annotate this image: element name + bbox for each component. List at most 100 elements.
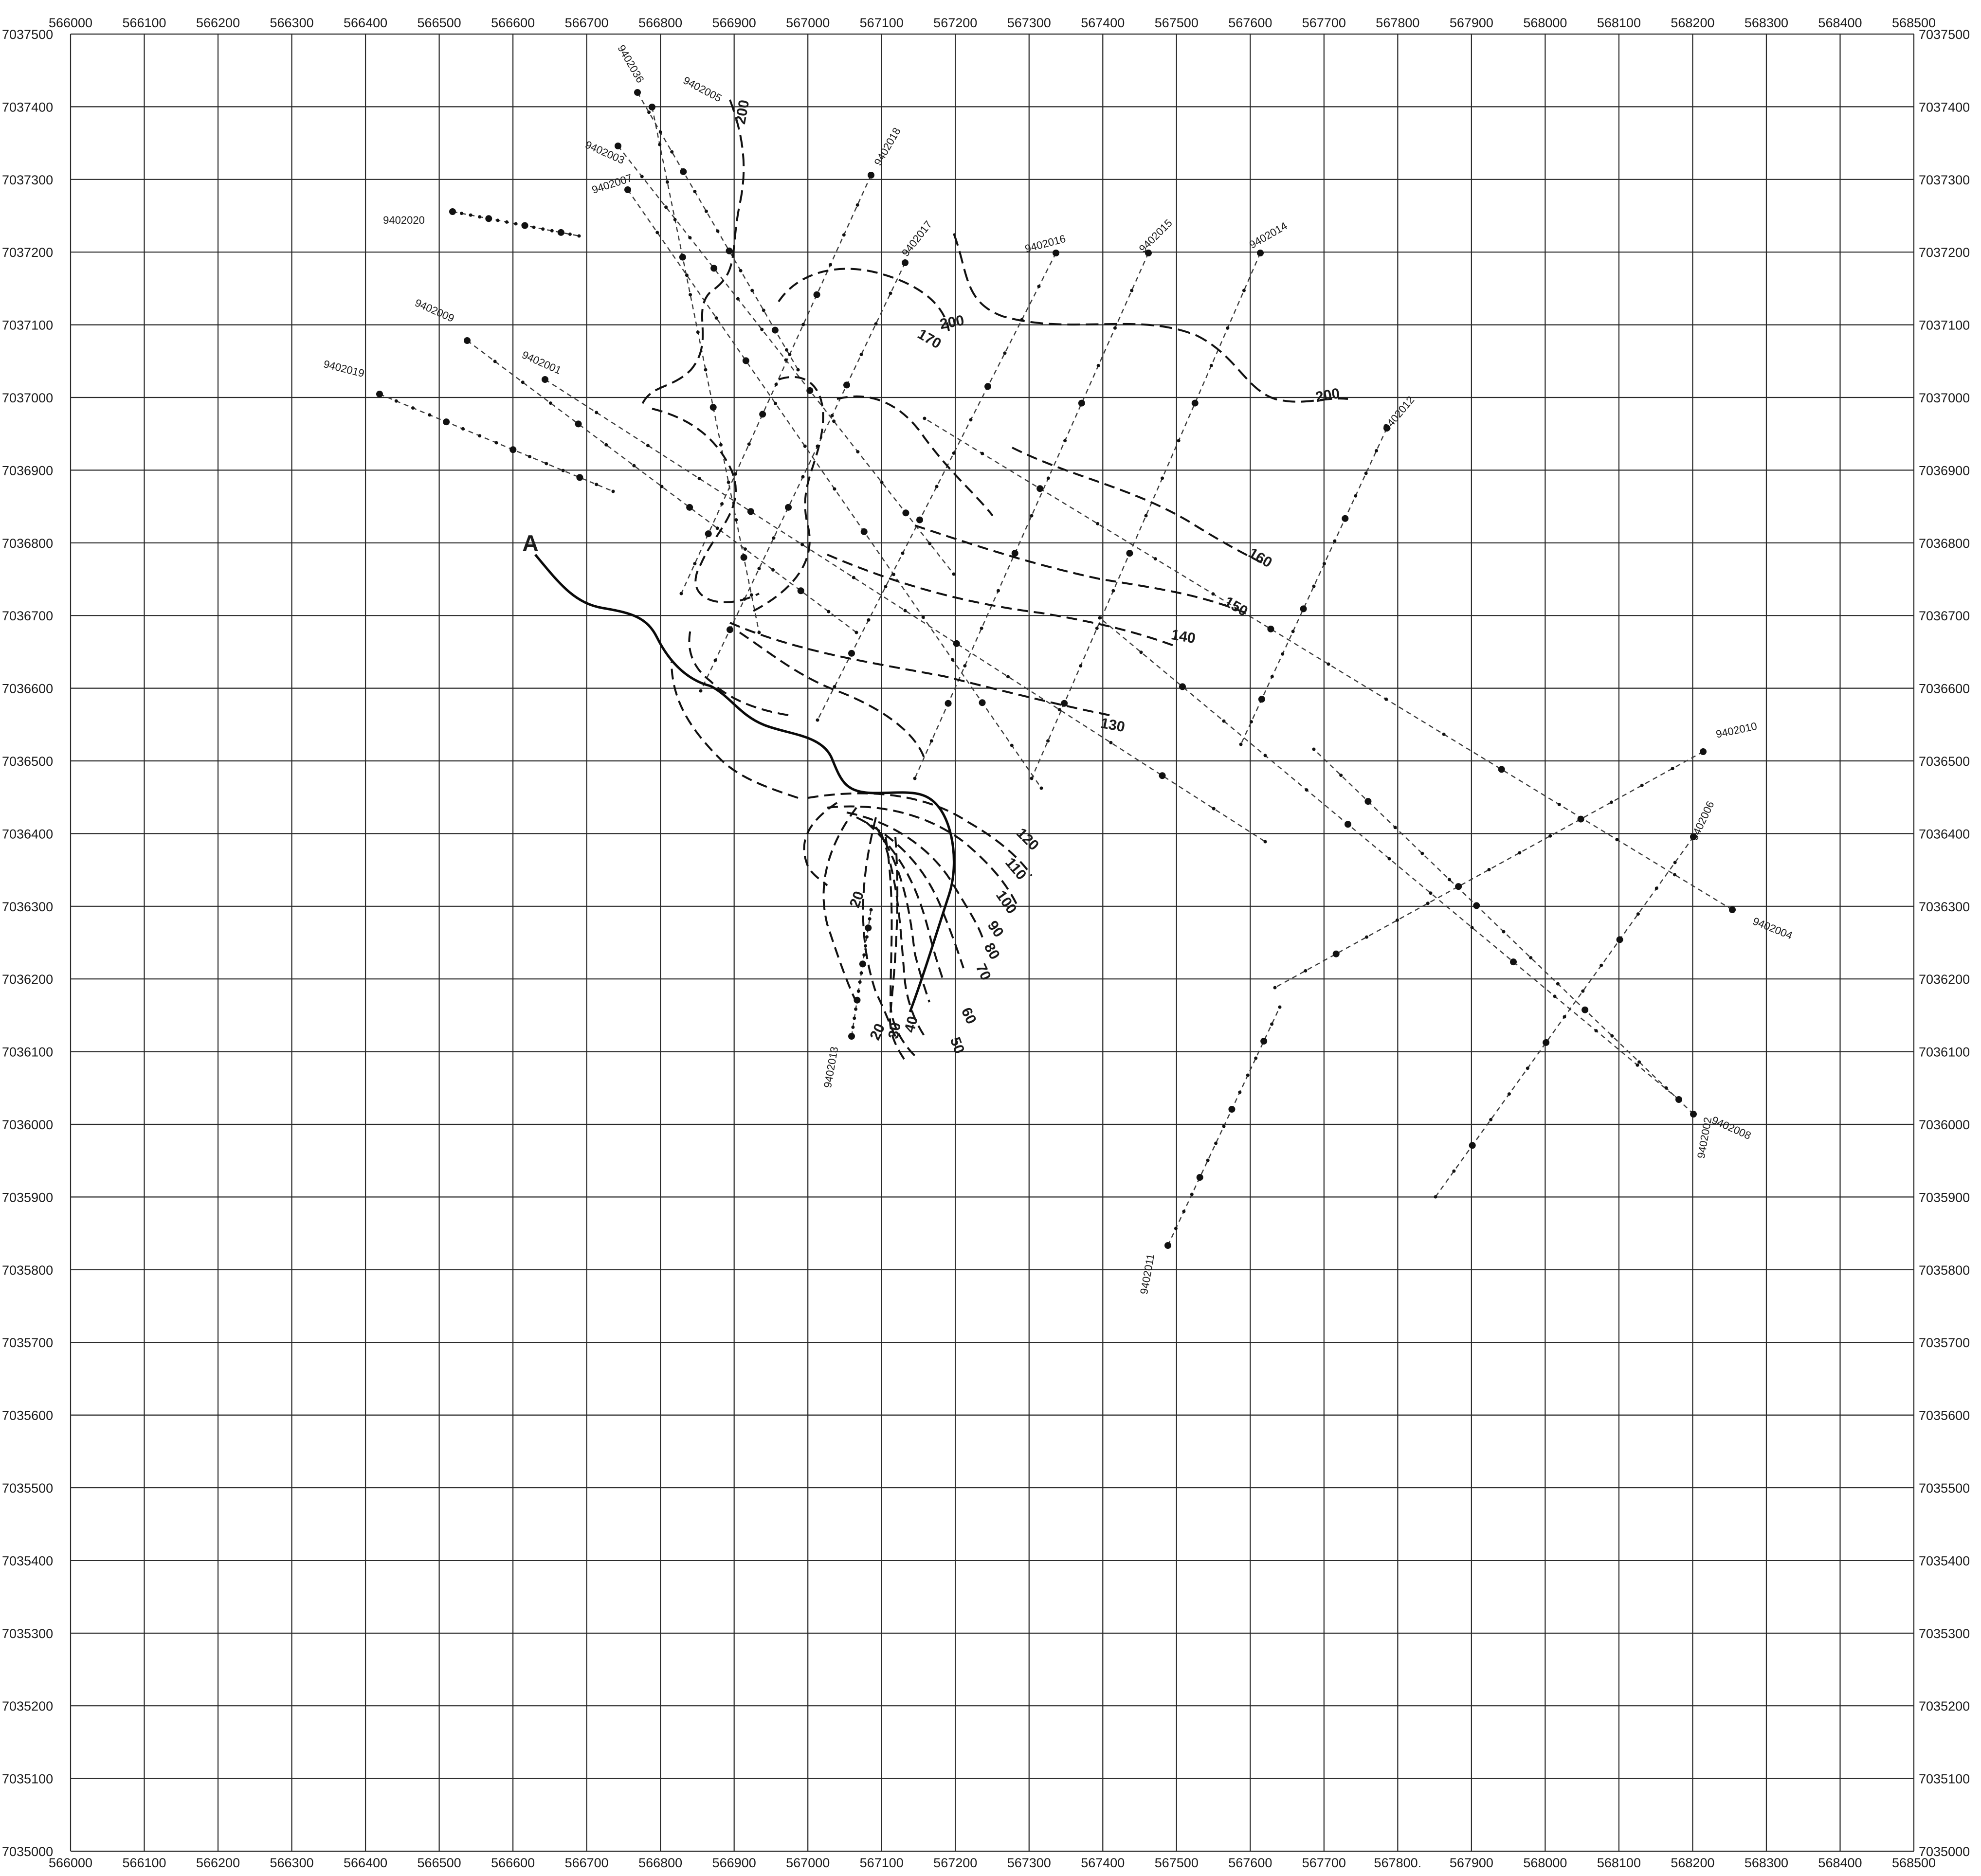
survey-station xyxy=(1291,630,1295,633)
y-tick-label-right: 7036200 xyxy=(1919,972,1970,987)
survey-station xyxy=(705,530,712,538)
survey-station xyxy=(649,104,655,110)
survey-station xyxy=(963,664,967,668)
survey-station xyxy=(928,541,932,545)
survey-station xyxy=(759,411,766,418)
survey-station xyxy=(1675,1096,1682,1103)
survey-station xyxy=(969,418,973,422)
y-tick-label-right: 7035800 xyxy=(1919,1263,1970,1278)
survey-station xyxy=(557,229,564,236)
survey-station xyxy=(1267,625,1274,632)
survey-station xyxy=(577,234,581,238)
survey-station xyxy=(1616,936,1623,943)
survey-station xyxy=(1030,776,1034,780)
x-tick-label-top: 567000 xyxy=(786,16,830,30)
survey-station xyxy=(903,609,907,613)
contour-200-north xyxy=(641,99,745,404)
survey-station xyxy=(680,168,687,175)
survey-station xyxy=(1594,1029,1598,1033)
survey-station xyxy=(1011,550,1018,557)
survey-station xyxy=(800,542,804,546)
survey-station xyxy=(697,477,701,481)
y-tick-label-right: 7036400 xyxy=(1919,827,1970,841)
y-tick-label-right: 7037100 xyxy=(1919,318,1970,333)
survey-station xyxy=(1690,1111,1697,1118)
x-tick-label-bottom: 567000 xyxy=(786,1856,830,1870)
survey-station xyxy=(1510,958,1517,966)
survey-station xyxy=(1312,584,1316,588)
survey-station xyxy=(740,554,747,561)
survey-station xyxy=(935,485,939,488)
survey-station xyxy=(1206,1158,1210,1162)
survey-station xyxy=(1209,363,1213,367)
survey-station xyxy=(1556,982,1560,986)
y-tick-label-right: 7036800 xyxy=(1919,536,1970,551)
survey-station xyxy=(1003,351,1007,355)
survey-station xyxy=(856,989,860,993)
survey-station xyxy=(1526,1066,1529,1070)
x-tick-label-top: 567400 xyxy=(1081,16,1125,30)
survey-station xyxy=(460,212,464,216)
contour-inner-c xyxy=(836,395,994,517)
survey-station xyxy=(1548,834,1552,838)
survey-station xyxy=(1061,700,1068,707)
x-tick-label-bottom: 567100 xyxy=(860,1856,904,1870)
survey-station xyxy=(1238,1090,1242,1094)
survey-station xyxy=(1036,485,1044,492)
survey-station xyxy=(1159,772,1166,779)
survey-station xyxy=(801,323,805,326)
survey-station xyxy=(923,416,927,420)
x-tick-label-bottom: 568500 xyxy=(1892,1856,1936,1870)
survey-station xyxy=(1498,766,1505,773)
survey-station xyxy=(862,953,866,957)
survey-station xyxy=(394,399,398,403)
survey-station xyxy=(1365,935,1369,939)
y-tick-label-right: 7037200 xyxy=(1919,245,1970,260)
y-tick-label-left: 7036200 xyxy=(2,972,53,987)
survey-station xyxy=(774,401,778,405)
survey-station xyxy=(1254,1056,1258,1060)
survey-station xyxy=(1383,425,1390,432)
survey-station xyxy=(658,143,662,146)
contour-value-label: 30 xyxy=(885,1021,904,1040)
x-tick-label-top: 567500 xyxy=(1155,16,1199,30)
x-tick-label-top: 567700 xyxy=(1302,16,1346,30)
survey-station xyxy=(1226,326,1230,330)
x-tick-label-top: 568400 xyxy=(1818,16,1862,30)
survey-station xyxy=(679,592,683,595)
survey-station xyxy=(750,289,754,292)
survey-station xyxy=(1557,803,1561,807)
survey-station xyxy=(856,450,860,454)
y-tick-label-right: 7036300 xyxy=(1919,900,1970,914)
survey-station xyxy=(685,273,689,277)
survey-station xyxy=(595,483,599,487)
y-tick-label-right: 7036100 xyxy=(1919,1045,1970,1060)
survey-station xyxy=(561,469,565,472)
survey-station xyxy=(1448,878,1452,882)
survey-station xyxy=(1345,821,1351,828)
survey-station xyxy=(1211,592,1215,596)
survey-station xyxy=(1700,748,1707,755)
survey-station xyxy=(632,464,636,468)
survey-station xyxy=(901,551,905,555)
survey-station xyxy=(1442,732,1446,736)
survey-station xyxy=(853,1016,856,1020)
survey-station xyxy=(1673,861,1677,865)
survey-station xyxy=(715,526,719,530)
survey-station xyxy=(1010,743,1014,747)
y-tick-label-left: 7035200 xyxy=(2,1699,53,1714)
survey-station xyxy=(655,231,659,234)
survey-station xyxy=(726,247,733,254)
survey-station xyxy=(1126,550,1133,557)
survey-station xyxy=(1109,740,1113,744)
survey-station xyxy=(550,229,554,233)
survey-station xyxy=(1609,800,1613,804)
x-tick-label-top: 567800 xyxy=(1376,16,1419,30)
survey-station xyxy=(842,233,846,237)
x-tick-label-top: 566600 xyxy=(491,16,535,30)
survey-station xyxy=(796,368,800,372)
top-axis-labels: 566000 566100 566200 566300 566400 566500 5666… xyxy=(49,16,1936,30)
x-tick-label-bottom: 566200 xyxy=(196,1856,240,1870)
survey-station xyxy=(902,509,909,517)
